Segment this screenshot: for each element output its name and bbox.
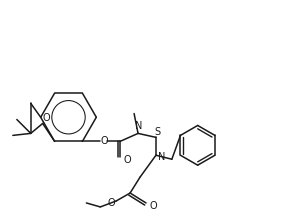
Text: O: O [123, 155, 131, 165]
Text: O: O [107, 198, 115, 208]
Text: O: O [100, 136, 108, 146]
Text: S: S [154, 127, 160, 137]
Text: O: O [149, 201, 157, 211]
Text: O: O [43, 113, 50, 124]
Text: N: N [158, 152, 165, 162]
Text: N: N [135, 121, 143, 131]
